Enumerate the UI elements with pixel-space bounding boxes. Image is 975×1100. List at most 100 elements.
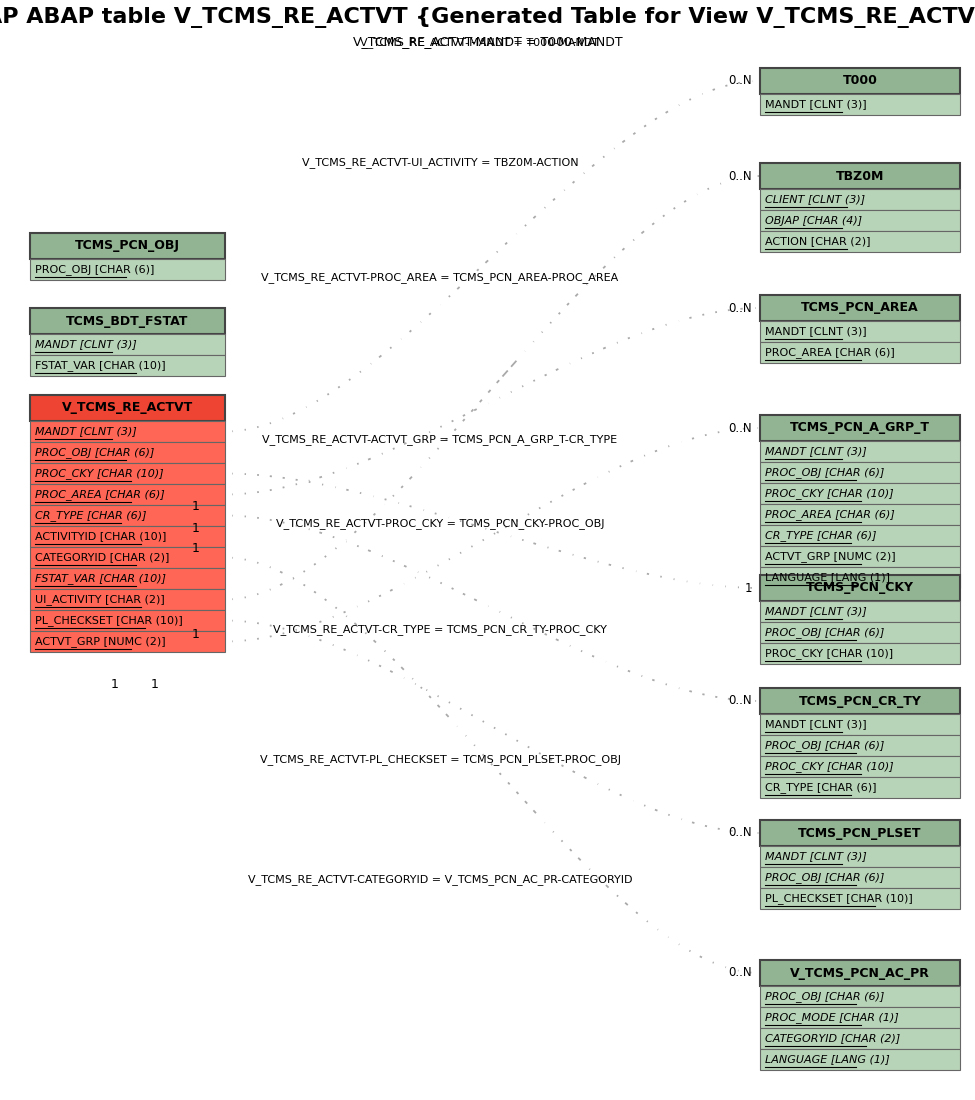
FancyBboxPatch shape — [30, 442, 225, 463]
FancyBboxPatch shape — [30, 610, 225, 631]
Text: PL_CHECKSET [CHAR (10)]: PL_CHECKSET [CHAR (10)] — [35, 615, 182, 626]
Text: ACTVT_GRP [NUMC (2)]: ACTVT_GRP [NUMC (2)] — [35, 636, 166, 647]
FancyBboxPatch shape — [30, 395, 225, 421]
Text: V_TCMS_RE_ACTVT-PL_CHECKSET = TCMS_PCN_PLSET-PROC_OBJ: V_TCMS_RE_ACTVT-PL_CHECKSET = TCMS_PCN_P… — [259, 755, 620, 766]
Text: 1: 1 — [192, 521, 200, 535]
Text: MANDT [CLNT (3)]: MANDT [CLNT (3)] — [35, 427, 136, 437]
Text: TCMS_PCN_CKY: TCMS_PCN_CKY — [806, 582, 914, 594]
Text: SAP ABAP table V_TCMS_RE_ACTVT {Generated Table for View V_TCMS_RE_ACTVT}: SAP ABAP table V_TCMS_RE_ACTVT {Generate… — [0, 8, 975, 29]
Text: TCMS_BDT_FSTAT: TCMS_BDT_FSTAT — [66, 315, 189, 328]
Text: FSTAT_VAR [CHAR (10)]: FSTAT_VAR [CHAR (10)] — [35, 360, 166, 371]
FancyBboxPatch shape — [30, 588, 225, 610]
Text: PROC_OBJ [CHAR (6)]: PROC_OBJ [CHAR (6)] — [765, 740, 884, 751]
FancyBboxPatch shape — [30, 308, 225, 334]
FancyBboxPatch shape — [760, 688, 960, 714]
FancyBboxPatch shape — [30, 631, 225, 652]
FancyBboxPatch shape — [30, 505, 225, 526]
Text: PROC_AREA [CHAR (6)]: PROC_AREA [CHAR (6)] — [765, 509, 895, 520]
Text: TCMS_PCN_A_GRP_T: TCMS_PCN_A_GRP_T — [790, 421, 930, 434]
FancyBboxPatch shape — [760, 621, 960, 643]
Text: PROC_OBJ [CHAR (6)]: PROC_OBJ [CHAR (6)] — [765, 468, 884, 478]
FancyBboxPatch shape — [760, 94, 960, 115]
Text: MANDT [CLNT (3)]: MANDT [CLNT (3)] — [765, 719, 867, 729]
Text: 1: 1 — [192, 627, 200, 640]
FancyBboxPatch shape — [760, 1049, 960, 1070]
Text: V_TCMS_PCN_AC_PR: V_TCMS_PCN_AC_PR — [790, 967, 930, 979]
Text: V_TCMS_RE_ACTVT-ACTVT_GRP = TCMS_PCN_A_GRP_T-CR_TYPE: V_TCMS_RE_ACTVT-ACTVT_GRP = TCMS_PCN_A_G… — [262, 434, 617, 446]
Text: V_TCMS_RE_ACTVT-PROC_CKY = TCMS_PCN_CKY-PROC_OBJ: V_TCMS_RE_ACTVT-PROC_CKY = TCMS_PCN_CKY-… — [276, 518, 604, 529]
Text: ACTVT_GRP [NUMC (2)]: ACTVT_GRP [NUMC (2)] — [765, 551, 896, 562]
FancyBboxPatch shape — [760, 342, 960, 363]
Text: TCMS_PCN_PLSET: TCMS_PCN_PLSET — [799, 826, 921, 839]
FancyBboxPatch shape — [760, 462, 960, 483]
FancyBboxPatch shape — [760, 68, 960, 94]
FancyBboxPatch shape — [760, 888, 960, 909]
Text: PROC_CKY [CHAR (10)]: PROC_CKY [CHAR (10)] — [765, 488, 894, 499]
FancyBboxPatch shape — [760, 601, 960, 621]
Text: 0..N: 0..N — [728, 421, 752, 434]
Text: T000: T000 — [842, 75, 878, 88]
FancyBboxPatch shape — [760, 321, 960, 342]
FancyBboxPatch shape — [760, 525, 960, 546]
Text: 0..N: 0..N — [728, 967, 752, 979]
Text: CR_TYPE [CHAR (6)]: CR_TYPE [CHAR (6)] — [765, 530, 877, 541]
Text: 0..N: 0..N — [728, 694, 752, 707]
FancyBboxPatch shape — [760, 441, 960, 462]
Text: V_TCMS_RE_ACTVT-CATEGORYID = V_TCMS_PCN_AC_PR-CATEGORYID: V_TCMS_RE_ACTVT-CATEGORYID = V_TCMS_PCN_… — [248, 874, 632, 886]
Text: TCMS_PCN_OBJ: TCMS_PCN_OBJ — [75, 240, 180, 253]
Text: LANGUAGE [LANG (1)]: LANGUAGE [LANG (1)] — [765, 572, 890, 583]
Text: ACTION [CHAR (2)]: ACTION [CHAR (2)] — [765, 236, 871, 246]
FancyBboxPatch shape — [760, 163, 960, 189]
Text: LANGUAGE [LANG (1)]: LANGUAGE [LANG (1)] — [765, 1055, 890, 1065]
Text: PROC_OBJ [CHAR (6)]: PROC_OBJ [CHAR (6)] — [765, 872, 884, 883]
Text: MANDT [CLNT (3)]: MANDT [CLNT (3)] — [765, 327, 867, 337]
Text: 0..N: 0..N — [728, 75, 752, 88]
FancyBboxPatch shape — [760, 986, 960, 1006]
Text: ACTIVITYID [CHAR (10)]: ACTIVITYID [CHAR (10)] — [35, 531, 167, 541]
Text: 1: 1 — [111, 679, 119, 692]
FancyBboxPatch shape — [30, 258, 225, 280]
Text: PROC_OBJ [CHAR (6)]: PROC_OBJ [CHAR (6)] — [35, 447, 154, 458]
FancyBboxPatch shape — [30, 484, 225, 505]
FancyBboxPatch shape — [760, 756, 960, 777]
Text: V_TCMS_RE_ACTVT-MANDT = T000-MANDT: V_TCMS_RE_ACTVT-MANDT = T000-MANDT — [353, 35, 622, 48]
Text: CLIENT [CLNT (3)]: CLIENT [CLNT (3)] — [765, 195, 865, 205]
FancyBboxPatch shape — [760, 960, 960, 986]
Text: FSTAT_VAR [CHAR (10)]: FSTAT_VAR [CHAR (10)] — [35, 573, 166, 584]
Text: MANDT [CLNT (3)]: MANDT [CLNT (3)] — [765, 447, 867, 456]
Text: CATEGORYID [CHAR (2)]: CATEGORYID [CHAR (2)] — [765, 1034, 900, 1044]
Text: 0..N: 0..N — [728, 301, 752, 315]
Text: CR_TYPE [CHAR (6)]: CR_TYPE [CHAR (6)] — [765, 782, 877, 793]
Text: PROC_MODE [CHAR (1)]: PROC_MODE [CHAR (1)] — [765, 1012, 899, 1023]
FancyBboxPatch shape — [30, 334, 225, 355]
Text: 0..N: 0..N — [728, 826, 752, 839]
Text: PROC_CKY [CHAR (10)]: PROC_CKY [CHAR (10)] — [765, 648, 893, 659]
Text: PROC_OBJ [CHAR (6)]: PROC_OBJ [CHAR (6)] — [35, 264, 154, 275]
FancyBboxPatch shape — [760, 777, 960, 797]
Text: MANDT [CLNT (3)]: MANDT [CLNT (3)] — [765, 99, 867, 110]
FancyBboxPatch shape — [30, 355, 225, 376]
Text: 1: 1 — [745, 582, 752, 594]
Text: PROC_AREA [CHAR (6)]: PROC_AREA [CHAR (6)] — [35, 490, 165, 500]
FancyBboxPatch shape — [760, 231, 960, 252]
FancyBboxPatch shape — [760, 867, 960, 888]
Text: TCMS_PCN_AREA: TCMS_PCN_AREA — [801, 301, 918, 315]
Text: 1: 1 — [192, 500, 200, 514]
Text: V_TCMS_RE_ACTVT-PROC_AREA = TCMS_PCN_AREA-PROC_AREA: V_TCMS_RE_ACTVT-PROC_AREA = TCMS_PCN_ARE… — [261, 273, 618, 284]
Text: PROC_CKY [CHAR (10)]: PROC_CKY [CHAR (10)] — [35, 468, 164, 478]
FancyBboxPatch shape — [760, 735, 960, 756]
Text: PROC_OBJ [CHAR (6)]: PROC_OBJ [CHAR (6)] — [765, 991, 884, 1002]
FancyBboxPatch shape — [30, 421, 225, 442]
Text: MANDT [CLNT (3)]: MANDT [CLNT (3)] — [765, 606, 867, 616]
Text: V_TCMS_RE_ACTVT-MANDT = T000-MANDT: V_TCMS_RE_ACTVT-MANDT = T000-MANDT — [361, 37, 600, 48]
FancyBboxPatch shape — [30, 233, 225, 258]
Text: PL_CHECKSET [CHAR (10)]: PL_CHECKSET [CHAR (10)] — [765, 893, 913, 904]
FancyBboxPatch shape — [760, 1028, 960, 1049]
FancyBboxPatch shape — [760, 483, 960, 504]
FancyBboxPatch shape — [760, 210, 960, 231]
FancyBboxPatch shape — [760, 820, 960, 846]
Text: TBZ0M: TBZ0M — [836, 169, 884, 183]
FancyBboxPatch shape — [760, 504, 960, 525]
FancyBboxPatch shape — [760, 295, 960, 321]
FancyBboxPatch shape — [760, 189, 960, 210]
